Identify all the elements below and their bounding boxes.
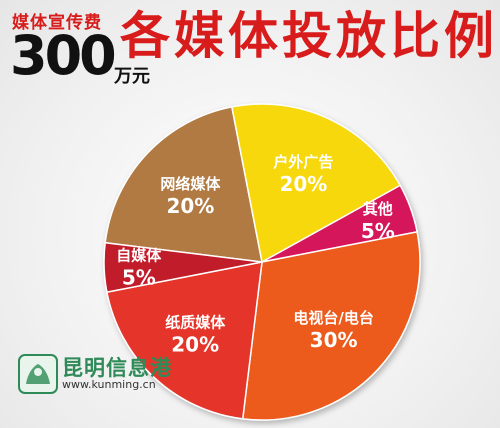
- slice-percent-label: 20%: [279, 172, 327, 196]
- slice-label: 纸质媒体: [165, 314, 226, 332]
- slice-label: 电视台/电台: [293, 309, 373, 327]
- slice-label: 自媒体: [116, 246, 162, 264]
- pie-slice: [230, 103, 402, 264]
- budget-label: 媒体宣传费: [12, 13, 102, 33]
- slice-percent-label: 20%: [166, 194, 214, 218]
- slice-percent-label: 20%: [171, 333, 219, 357]
- pie-slice: [103, 241, 263, 294]
- slice-percent-label: 30%: [310, 328, 358, 352]
- pie-slice: [241, 230, 421, 421]
- slice-label: 网络媒体: [160, 175, 221, 193]
- slice-label: 其他: [363, 200, 393, 218]
- watermark-url: www.kunming.cn: [62, 378, 156, 391]
- pie-slice: [104, 106, 263, 263]
- budget-value: 300: [10, 24, 117, 87]
- watermark-name: 昆明信息港: [62, 356, 172, 380]
- chart-title: 各媒体投放比例: [120, 7, 498, 65]
- slice-percent-label: 5%: [361, 219, 395, 243]
- kunming-logo-icon: [18, 354, 58, 394]
- slice-percent-label: 5%: [122, 265, 156, 289]
- budget-unit: 万元: [114, 66, 150, 87]
- pie-slice: [106, 261, 263, 420]
- slice-label: 户外广告: [273, 153, 333, 171]
